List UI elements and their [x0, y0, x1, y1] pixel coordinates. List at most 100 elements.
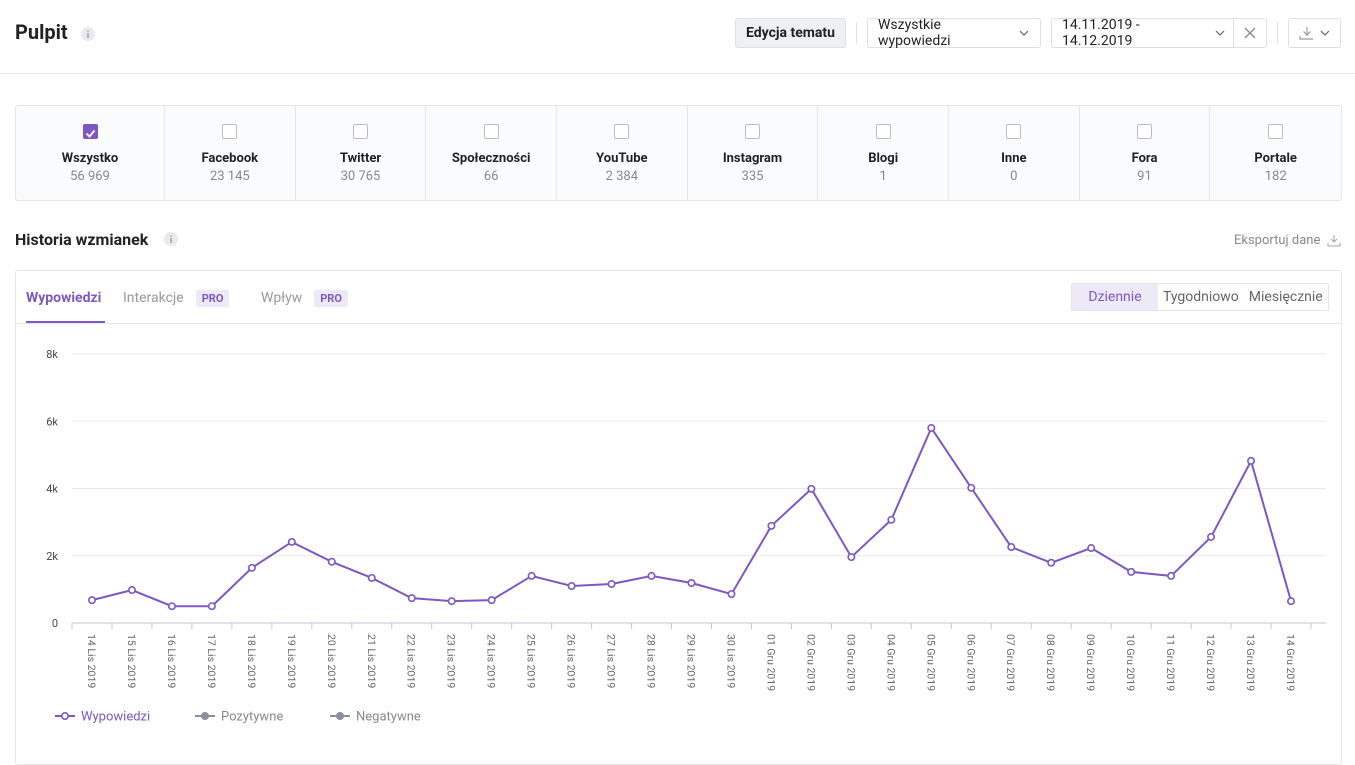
source-name: Blogi	[868, 151, 899, 166]
point	[487, 596, 496, 605]
source-filters: Wszystko 56 969 Facebook 23 145 Twitter 30 76…	[15, 105, 1342, 201]
x-tick-label: 21 Lis 2019	[365, 634, 378, 688]
y-tick-label: 4k	[46, 483, 58, 496]
separator	[856, 22, 857, 44]
period-option[interactable]: Tygodniowo	[1163, 289, 1239, 305]
export-link[interactable]: Eksportuj dane	[1234, 233, 1341, 248]
source-count: 66	[483, 169, 499, 184]
x-tick-label: 27 Lis 2019	[605, 634, 618, 688]
x-tick-label: 13 Gru 2019	[1244, 634, 1257, 691]
x-tick-label: 14 Lis 2019	[85, 634, 98, 688]
source-item[interactable]: Fora 91	[1080, 106, 1211, 200]
checkbox[interactable]	[1268, 124, 1284, 139]
checkbox[interactable]	[483, 124, 499, 139]
source-name: Społeczności	[451, 151, 531, 166]
x-tick-label: 25 Lis 2019	[525, 634, 538, 688]
clear-date[interactable]	[1233, 19, 1266, 47]
point	[1007, 543, 1016, 552]
tab[interactable]: Wypowiedzi	[26, 288, 101, 308]
checkbox[interactable]	[744, 124, 760, 139]
checkbox[interactable]	[875, 124, 891, 139]
info-icon[interactable]	[80, 26, 96, 42]
tabs: Wypowiedzi Interakcje PRO Wpływ PRO	[16, 271, 1341, 324]
download-menu[interactable]	[1288, 18, 1341, 48]
source-name: Fora	[1131, 151, 1158, 166]
point	[767, 521, 776, 530]
source-item[interactable]: Inne 0	[949, 106, 1080, 200]
x-tick-label: 14 Gru 2019	[1284, 634, 1297, 691]
point	[1087, 544, 1096, 553]
checkbox[interactable]	[82, 124, 98, 139]
tab[interactable]: Interakcje PRO	[123, 288, 230, 308]
x-tick-label: 09 Gru 2019	[1084, 634, 1097, 691]
point	[1167, 571, 1176, 580]
source-count: 335	[741, 169, 764, 184]
source-name: Wszystko	[61, 151, 119, 166]
legend-label: Pozytywne	[221, 710, 283, 725]
legend-label: Negatywne	[356, 710, 421, 725]
source-name: Inne	[1001, 151, 1027, 166]
edit-button[interactable]: Edycja tematu	[735, 18, 846, 48]
source-item[interactable]: Społeczności 66	[426, 106, 557, 200]
checkbox[interactable]	[1006, 124, 1022, 139]
checkbox[interactable]	[614, 124, 630, 139]
tab-label: Wpływ	[261, 290, 303, 306]
checkbox[interactable]	[1136, 124, 1152, 139]
x-tick-label: 18 Lis 2019	[245, 634, 258, 688]
source-count: 0	[1010, 169, 1018, 184]
x-tick-label: 23 Lis 2019	[445, 634, 458, 688]
source-count: 182	[1264, 169, 1287, 184]
source-item[interactable]: Blogi 1	[818, 106, 949, 200]
x-tick-label: 06 Gru 2019	[964, 634, 977, 691]
point	[247, 563, 256, 572]
filter-label: Wszystkie wypowiedzi	[878, 17, 951, 49]
x-tick-label: 03 Gru 2019	[844, 634, 857, 691]
pro-badge: PRO	[314, 289, 348, 307]
tab[interactable]: Wpływ PRO	[261, 288, 348, 308]
separator	[1277, 22, 1278, 44]
source-name: Facebook	[201, 151, 259, 166]
chevron	[1215, 30, 1225, 36]
info-icon[interactable]	[163, 231, 179, 247]
y-tick-label: 8k	[46, 348, 58, 361]
point	[647, 571, 656, 580]
source-item[interactable]: YouTube 2 384	[557, 106, 688, 200]
checkbox[interactable]	[222, 124, 238, 139]
source-item[interactable]: Instagram 335	[688, 106, 819, 200]
date-label: 14.11.2019 - 14.12.2019	[1062, 17, 1140, 49]
filter-dropdown[interactable]: Wszystkie wypowiedzi	[867, 17, 1041, 49]
source-count: 30 765	[340, 169, 381, 184]
download-icon	[1327, 235, 1341, 247]
source-item[interactable]: Wszystko 56 969	[16, 106, 165, 200]
point	[167, 602, 176, 611]
section-title: Historia wzmianek	[15, 230, 149, 249]
legend-marker	[201, 711, 210, 720]
checkbox[interactable]	[352, 124, 368, 139]
source-name: Instagram	[722, 151, 783, 166]
x-tick-label: 16 Lis 2019	[165, 634, 178, 688]
period-option[interactable]: Miesięcznie	[1248, 289, 1323, 305]
x-tick-label: 29 Lis 2019	[685, 634, 698, 688]
period-option[interactable]: Dziennie	[1072, 284, 1158, 310]
y-tick-label: 6k	[46, 415, 58, 428]
point	[207, 602, 216, 611]
x-tick-label: 17 Lis 2019	[205, 634, 218, 688]
source-count: 56 969	[70, 169, 110, 184]
source-item[interactable]: Twitter 30 765	[296, 106, 427, 200]
point	[447, 597, 456, 606]
x-tick-label: 19 Lis 2019	[285, 634, 298, 688]
source-item[interactable]: Portale 182	[1210, 106, 1341, 200]
point	[687, 578, 696, 587]
check-icon	[85, 129, 95, 138]
point	[847, 553, 856, 562]
source-count: 91	[1137, 169, 1152, 184]
x-tick-label: 02 Gru 2019	[804, 634, 817, 691]
date-picker[interactable]: 14.11.2019 - 14.12.2019	[1051, 17, 1267, 49]
download-icon	[1299, 27, 1314, 40]
chevron	[1019, 30, 1029, 36]
source-name: Portale	[1254, 151, 1297, 166]
x-tick-label: 08 Gru 2019	[1044, 634, 1057, 691]
x-tick-label: 11 Gru 2019	[1164, 634, 1177, 691]
source-item[interactable]: Facebook 23 145	[165, 106, 296, 200]
